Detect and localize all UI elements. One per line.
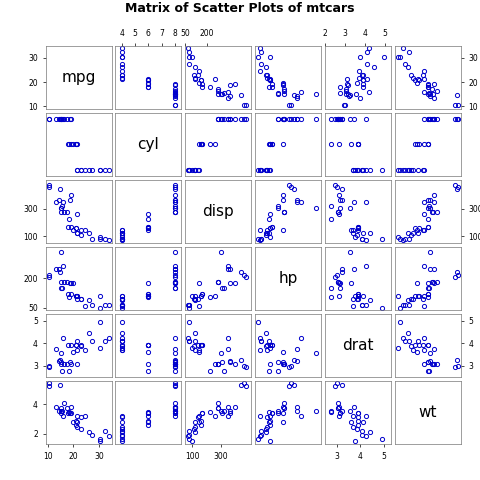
Text: drat: drat [342, 338, 374, 353]
Text: Matrix of Scatter Plots of mtcars: Matrix of Scatter Plots of mtcars [125, 2, 355, 15]
Text: mpg: mpg [61, 70, 96, 84]
Text: hp: hp [278, 271, 298, 286]
Text: wt: wt [419, 405, 437, 420]
Text: disp: disp [203, 204, 234, 219]
Text: cyl: cyl [138, 137, 159, 152]
